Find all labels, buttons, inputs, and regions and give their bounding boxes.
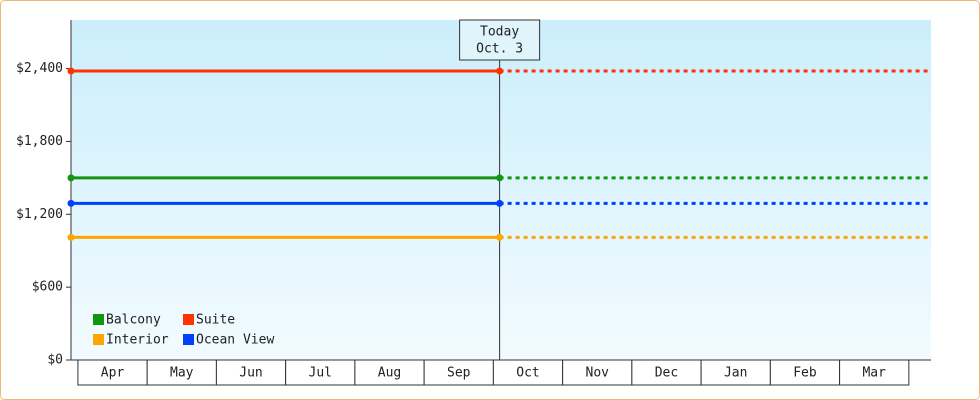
month-cell <box>285 359 356 386</box>
point <box>496 67 504 75</box>
point <box>67 67 75 75</box>
legend-swatch <box>93 314 104 325</box>
legend-label: Suite <box>196 313 235 328</box>
point <box>496 199 504 207</box>
y-tick-label: $0 <box>47 353 63 368</box>
today-label: Today <box>480 25 519 40</box>
point <box>67 199 75 207</box>
x-tick-label: Jun <box>239 366 262 381</box>
x-tick-label: Nov <box>586 366 610 381</box>
point <box>496 233 504 241</box>
legend-label: Balcony <box>106 313 161 328</box>
point <box>67 174 75 182</box>
x-tick-label: Feb <box>793 366 817 381</box>
x-tick-label: Jul <box>309 366 332 381</box>
x-tick-label: Jan <box>724 366 747 381</box>
x-tick-label: Sep <box>447 366 471 381</box>
y-tick-label: $600 <box>32 280 63 295</box>
x-tick-label: Oct <box>516 366 539 381</box>
x-tick-label: Apr <box>101 366 125 381</box>
month-cell <box>215 359 287 386</box>
x-tick-label: May <box>170 366 194 381</box>
x-tick-label: Dec <box>655 366 678 381</box>
plot-area <box>71 20 931 360</box>
legend-label: Interior <box>106 333 169 348</box>
point <box>67 233 75 241</box>
month-cell <box>631 359 702 386</box>
month-cell <box>839 359 910 386</box>
month-cell <box>492 359 564 386</box>
today-label: Oct. 3 <box>476 42 523 57</box>
legend-label: Ocean View <box>196 333 274 348</box>
point <box>496 174 504 182</box>
x-tick-label: Aug <box>378 366 401 381</box>
month-cell <box>700 359 771 386</box>
today-box <box>459 19 541 61</box>
month-cell <box>769 359 841 386</box>
month-cell <box>354 359 425 386</box>
legend-swatch <box>183 334 194 345</box>
y-tick-label: $1,200 <box>16 207 63 222</box>
legend-swatch <box>93 334 104 345</box>
x-tick-label: Mar <box>862 366 886 381</box>
month-cell <box>146 359 217 386</box>
legend-swatch <box>183 314 194 325</box>
y-tick-label: $1,800 <box>16 134 63 149</box>
y-tick-label: $2,400 <box>16 61 63 76</box>
month-cell <box>423 359 494 386</box>
